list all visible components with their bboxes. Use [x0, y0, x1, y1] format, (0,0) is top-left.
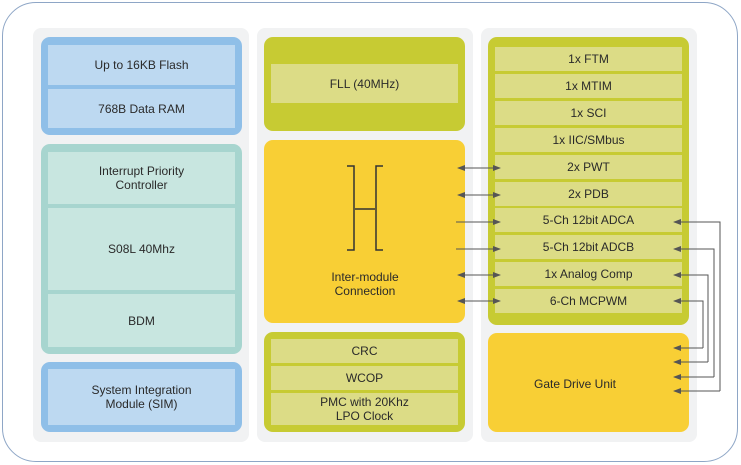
link-comp-gdu: [673, 272, 709, 362]
peripheral-block: 5-Ch 12bit ADCA: [495, 208, 682, 233]
bdm-block: BDM: [48, 294, 235, 347]
crc-block: CRC: [271, 339, 458, 363]
gate-drive-label: Gate Drive Unit: [533, 377, 617, 391]
link-mcpwm-gdu: [673, 298, 704, 348]
link-adcb-gdu: [673, 246, 715, 377]
cpu-block: S08L 40Mhz: [48, 208, 235, 290]
peripheral-block: 1x IIC/SMbus: [495, 127, 682, 152]
sim-block: System Integration Module (SIM): [48, 369, 235, 425]
peripheral-block: 6-Ch MCPWM: [495, 289, 682, 314]
wcop-block: WCOP: [271, 366, 458, 390]
peripheral-block: 2x PWT: [495, 154, 682, 179]
ram-block: 768B Data RAM: [48, 89, 235, 128]
inter-module-label: Inter-module Connection: [331, 270, 399, 298]
interconnect-bracket-icon: [347, 165, 383, 251]
peripheral-block: 1x Analog Comp: [495, 262, 682, 287]
peripheral-block: 2x PDB: [495, 181, 682, 206]
inter-module-connection-block: [264, 140, 465, 323]
peripheral-block: 1x MTIM: [495, 73, 682, 98]
peripheral-block: 1x SCI: [495, 100, 682, 125]
pmc-block: PMC with 20Khz LPO Clock: [271, 393, 458, 425]
gate-drive-block: [488, 333, 689, 432]
link-adca-gdu: [673, 219, 721, 391]
interrupt-controller-block: Interrupt Priority Controller: [48, 152, 235, 204]
peripheral-block: 1x FTM: [495, 47, 682, 71]
flash-block: Up to 16KB Flash: [48, 45, 235, 85]
peripheral-block: 5-Ch 12bit ADCB: [495, 235, 682, 260]
fll-block: FLL (40MHz): [271, 64, 458, 103]
